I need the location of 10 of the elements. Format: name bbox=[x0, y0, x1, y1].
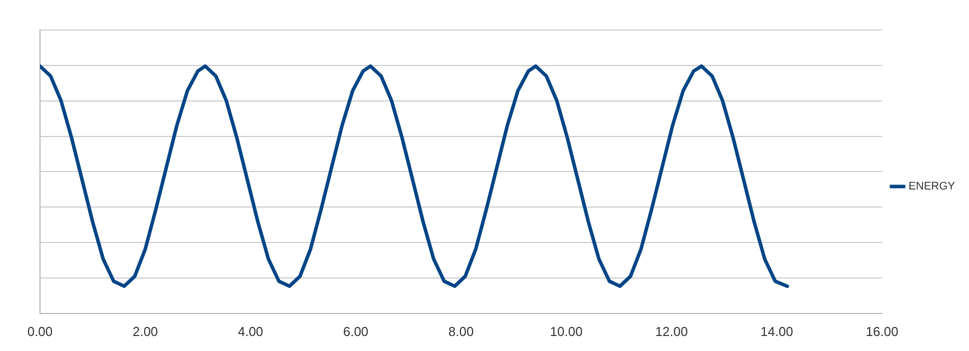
x-tick-label: 0.00 bbox=[27, 324, 53, 339]
x-tick-label: 12.00 bbox=[655, 324, 688, 339]
x-tick-label: 2.00 bbox=[132, 324, 158, 339]
x-tick-label: 6.00 bbox=[343, 324, 368, 339]
x-tick-label: 8.00 bbox=[448, 324, 474, 339]
x-tick-label: 10.00 bbox=[550, 324, 583, 339]
x-tick-label: 14.00 bbox=[760, 324, 794, 339]
x-tick-label: 16.00 bbox=[866, 324, 898, 339]
x-tick-label: 4.00 bbox=[238, 324, 264, 339]
legend-label: ENERGY bbox=[908, 180, 956, 193]
